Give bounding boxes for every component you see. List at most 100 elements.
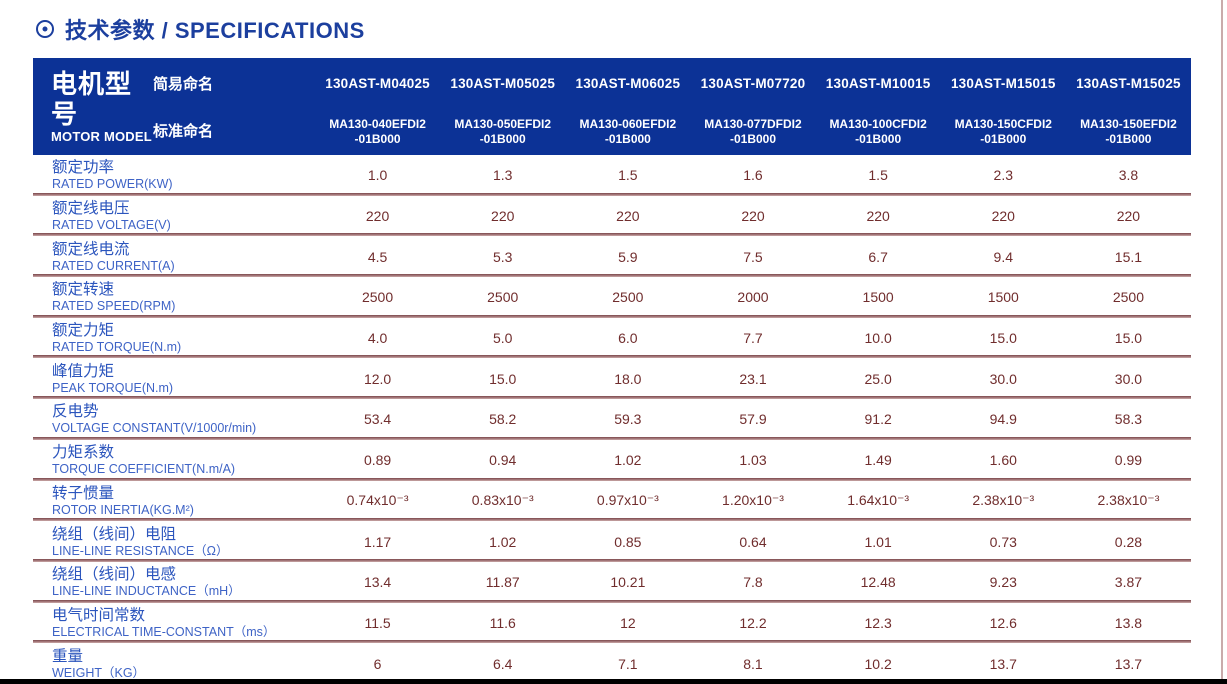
motor-model-label-en: MOTOR MODEL [51,129,152,144]
model-standard-line2: -01B000 [729,131,776,146]
row-label-en: RATED CURRENT(A) [52,258,175,273]
spec-value: 1.49 [864,452,892,469]
spec-value: 11.6 [489,614,516,631]
spec-value: 7.1 [618,655,638,672]
spec-value: 1.3 [492,167,513,184]
spec-value: 2000 [737,289,769,306]
spec-value: 220 [866,208,890,225]
row-label-en: RATED VOLTAGE(V) [52,218,171,233]
spec-row: 电气时间常数 ELECTRICAL TIME-CONSTANT（ms） 11.5 11… [33,603,1191,644]
spec-row: 重量 WEIGHT（KG） 6 6.4 7.1 8.1 10.2 13.7 13.7 [33,643,1191,684]
row-label: 额定线电流 RATED CURRENT(A) [33,241,315,273]
motor-model-label-zh: 电机型号 [51,69,133,129]
row-label-zh: 力矩系数 [52,444,115,462]
model-standard-name: MA130-150EFDI2 -01B000 [1066,108,1191,155]
spec-value: 220 [616,208,640,225]
row-label: 额定线电压 RATED VOLTAGE(V) [33,200,315,232]
model-standard-line1: MA130-150EFDI2 [1080,116,1177,131]
row-label-zh: 转子惯量 [52,484,115,502]
spec-value: 59.3 [614,411,642,428]
table-header: 电机型号 MOTOR MODEL 简易命名 标准命名 130AST-M04025… [33,58,1191,155]
row-label-zh: 额定力矩 [52,322,115,340]
row-label: 电气时间常数 ELECTRICAL TIME-CONSTANT（ms） [33,607,315,639]
spec-value: 5.0 [492,330,513,347]
row-label: 绕组（线间）电感 LINE-LINE INDUCTANCE（mH） [33,566,315,598]
spec-value: 53.4 [363,411,392,428]
spec-value: 1.5 [868,167,888,184]
model-standard-name: MA130-100CFDI2 -01B000 [816,108,941,155]
spec-value: 0.83x10⁻³ [471,492,534,509]
row-label-en: PEAK TORQUE(N.m) [52,380,174,395]
spec-value: 6 [373,655,382,672]
row-label-zh: 电气时间常数 [52,606,146,624]
model-standard-name: MA130-040EFDI2 -01B000 [315,108,440,155]
spec-row: 额定力矩 RATED TORQUE(N.m) 4.0 5.0 6.0 7.7 10.0 15.… [33,318,1191,359]
model-simple-name: 130AST-M04025 [325,75,430,91]
specifications-table: 电机型号 MOTOR MODEL 简易命名 标准命名 130AST-M04025… [33,58,1191,684]
spec-value: 6.4 [492,655,513,672]
spec-row: 绕组（线间）电阻 LINE-LINE RESISTANCE（Ω） 1.17 1.02 0… [33,521,1191,562]
spec-value: 12.0 [363,370,392,387]
page-title-text: 技术参数 / SPECIFICATIONS [65,18,365,43]
motor-model-label: 电机型号 MOTOR MODEL [33,58,153,155]
spec-value: 7.7 [743,330,763,347]
row-label-zh: 绕组（线间）电阻 [52,525,177,543]
spec-value: 0.28 [1114,533,1143,550]
spec-value: 220 [741,208,765,225]
row-label: 反电势 VOLTAGE CONSTANT(V/1000r/min) [33,403,315,435]
model-standard-line1: MA130-077DFDI2 [704,116,802,131]
spec-value: 6.7 [868,248,888,265]
model-simple-name: 130AST-M05025 [450,75,556,91]
model-standard-line2: -01B000 [604,131,651,146]
spec-row: 力矩系数 TORQUE COEFFICIENT(N.m/A) 0.89 0.94 1.0… [33,440,1191,481]
row-label-en: WEIGHT（KG） [52,665,146,680]
spec-value: 1.03 [739,452,767,469]
spec-value: 1.01 [864,533,892,550]
model-standard-line1: MA130-150CFDI2 [954,116,1052,131]
bottom-bar [0,679,1227,684]
spec-value: 9.4 [993,248,1013,265]
spec-value: 3.87 [1114,574,1143,591]
model-standard-name: MA130-060EFDI2 -01B000 [565,108,690,155]
spec-row: 额定功率 RATED POWER(KW) 1.0 1.3 1.5 1.6 1.5 2.3 3.8 [33,155,1191,196]
row-label-en: ROTOR INERTIA(KG.M²) [52,502,194,517]
spec-value: 4.5 [367,248,388,265]
spec-value: 0.89 [363,452,392,469]
spec-value: 13.7 [1114,655,1143,672]
spec-value: 1.20x10⁻³ [722,492,784,509]
row-label-zh: 额定转速 [52,281,115,299]
spec-value: 18.0 [614,370,642,387]
spec-value: 12.2 [739,614,767,631]
row-label-en: RATED TORQUE(N.m) [52,340,182,355]
spec-value: 1500 [862,289,894,306]
model-standard-line1: MA130-060EFDI2 [579,116,677,131]
spec-value: 91.2 [864,411,892,428]
row-label: 额定功率 RATED POWER(KW) [33,159,315,191]
spec-value: 1500 [987,289,1019,306]
spec-value: 1.6 [743,167,763,184]
row-label: 额定力矩 RATED TORQUE(N.m) [33,322,315,354]
spec-value: 2500 [1112,289,1144,306]
spec-value: 2.3 [993,167,1013,184]
row-label: 绕组（线间）电阻 LINE-LINE RESISTANCE（Ω） [33,526,315,558]
model-simple-name: 130AST-M06025 [575,75,681,91]
model-simple-name: 130AST-M15015 [950,75,1056,91]
simple-name-label: 简易命名 [153,75,214,93]
row-label-en: LINE-LINE RESISTANCE（Ω） [52,543,229,558]
model-standard-name: MA130-150CFDI2 -01B000 [941,108,1066,155]
spec-row: 转子惯量 ROTOR INERTIA(KG.M²) 0.74x10⁻³ 0.83x10… [33,481,1191,522]
spec-value: 1.17 [363,533,392,550]
spec-value: 13.4 [363,574,392,591]
spec-value: 58.2 [489,411,517,428]
spec-value: 7.5 [743,248,763,265]
model-standard-line2: -01B000 [980,131,1027,146]
spec-value: 25.0 [864,370,892,387]
spec-value: 10.2 [864,655,892,672]
row-label-zh: 额定线电压 [52,200,130,218]
row-label-zh: 绕组（线间）电感 [52,566,177,584]
model-standard-line1: MA130-040EFDI2 [329,116,426,131]
row-label: 转子惯量 ROTOR INERTIA(KG.M²) [33,485,315,517]
spec-value: 1.64x10⁻³ [847,492,910,509]
spec-value: 0.97x10⁻³ [596,492,659,509]
spec-value: 10.21 [610,574,646,591]
